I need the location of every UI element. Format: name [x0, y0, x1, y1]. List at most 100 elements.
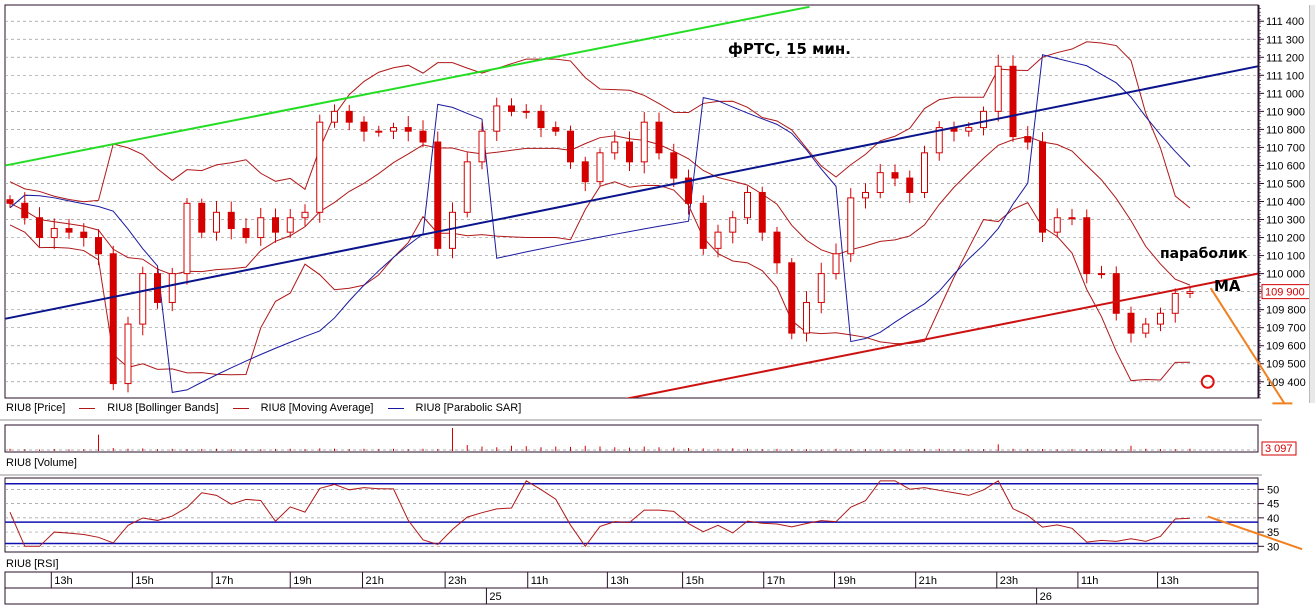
y-tick-label: 110 300	[1266, 215, 1305, 227]
candle-body	[508, 105, 515, 112]
candle-body	[965, 127, 973, 132]
candle-body	[1068, 217, 1076, 220]
y-tick-label: 110 500	[1266, 178, 1305, 190]
candle-body	[596, 152, 604, 183]
candle-body	[168, 273, 176, 303]
rsi-panel-frame	[4, 477, 1259, 553]
candle-body	[803, 301, 810, 334]
candle-body	[921, 152, 928, 193]
volume-panel-frame	[4, 424, 1259, 453]
candle-body	[906, 177, 914, 193]
parabolic-sar	[9, 54, 1191, 393]
legend-price: RIU8 [Price]	[6, 402, 66, 414]
candle-body	[301, 211, 309, 219]
candle-body	[626, 141, 633, 163]
candle-body	[375, 130, 383, 133]
bollinger-lower	[9, 181, 1191, 382]
candle-body	[449, 211, 456, 249]
candle-body	[345, 110, 353, 123]
chart-title: фРТС, 15 мин.	[728, 40, 851, 58]
rsi-panel-label: RIU8 [RSI]	[6, 558, 59, 570]
divider	[0, 474, 1262, 476]
candle-body	[847, 197, 855, 255]
rsi-tick-label: 35	[1267, 527, 1279, 539]
rsi-tick-label: 40	[1267, 513, 1279, 525]
candle-body	[109, 253, 117, 385]
green-trendline	[5, 5, 810, 167]
candle-body	[817, 273, 825, 303]
candle-body	[124, 323, 132, 385]
candle-body	[1039, 141, 1046, 233]
candle-body	[1157, 312, 1164, 325]
day-tick-label: 25	[489, 591, 501, 603]
candle-body	[21, 202, 29, 219]
candle-body	[862, 191, 869, 199]
candle-body	[419, 130, 427, 143]
legend-sar-label: RIU8 [Parabolic SAR]	[415, 402, 522, 414]
legend-ma-label: RIU8 [Moving Average]	[260, 402, 374, 414]
candle-body	[1112, 273, 1120, 314]
candle-body	[1186, 291, 1194, 294]
candle-body	[95, 237, 102, 255]
candle-body	[714, 231, 722, 249]
y-tick-label: 110 900	[1266, 106, 1305, 118]
candle-body	[493, 105, 501, 132]
candle-body	[198, 202, 206, 233]
y-tick-label: 111 300	[1266, 34, 1304, 46]
y-tick-label: 110 700	[1266, 142, 1305, 154]
legend-bollinger: RIU8 [Bollinger Bands]	[79, 402, 219, 414]
legend-sar: RIU8 [Parabolic SAR]	[387, 402, 522, 414]
candle-body	[744, 191, 751, 219]
candle-body	[522, 110, 530, 113]
candle-body	[729, 217, 737, 233]
y-tick-label: 111 400	[1266, 16, 1304, 28]
candle-body	[227, 211, 235, 230]
time-tick-label: 13h	[1161, 575, 1179, 587]
day-tick-label: 26	[1040, 591, 1052, 603]
y-tick-label: 110 800	[1266, 124, 1305, 136]
candle-body	[478, 130, 486, 163]
marker-circle	[1200, 374, 1215, 389]
rsi-tick-label: 45	[1267, 499, 1279, 511]
time-tick-label: 21h	[366, 575, 384, 587]
candle-body	[139, 273, 147, 325]
price-legend: RIU8 [Price] RIU8 [Bollinger Bands] RIU8…	[6, 402, 535, 414]
blue-trendline	[5, 65, 1258, 320]
price-plot-area	[5, 5, 1258, 398]
candle-body	[1142, 323, 1150, 334]
legend-ma: RIU8 [Moving Average]	[232, 402, 374, 414]
candle-body	[552, 127, 560, 132]
candle-body	[50, 228, 58, 239]
orange-arrow-price	[1209, 287, 1286, 404]
candle-body	[1127, 312, 1135, 334]
candle-body	[788, 262, 796, 334]
rsi-line	[9, 480, 1191, 548]
candle-body	[80, 231, 88, 239]
candle-body	[581, 161, 589, 183]
candle-body	[773, 231, 781, 264]
time-tick-label: 15h	[135, 575, 153, 587]
time-tick-label: 23h	[448, 575, 466, 587]
y-tick-label: 109 600	[1266, 341, 1306, 353]
candle-body	[537, 110, 545, 129]
bollinger-upper	[9, 41, 1191, 209]
candle-body	[994, 65, 1002, 112]
candle-body	[832, 253, 840, 275]
candle-body	[567, 130, 574, 163]
time-tick-label: 19h	[293, 575, 311, 587]
candle-body	[935, 127, 943, 154]
candle-body	[316, 121, 324, 213]
y-tick-label: 111 200	[1266, 52, 1304, 64]
y-tick-label: 111 000	[1266, 88, 1304, 100]
legend-swatch-bollinger	[79, 407, 96, 409]
vertical-scrollbar[interactable]	[1309, 5, 1315, 403]
y-tick-label: 109 800	[1266, 305, 1306, 317]
candle-body	[1171, 292, 1179, 314]
candle-body	[611, 141, 619, 154]
legend-swatch-sar	[387, 407, 404, 409]
candle-body	[1083, 217, 1091, 275]
candle-body	[876, 172, 884, 193]
candle-body	[272, 217, 279, 233]
candle-body	[183, 202, 191, 275]
